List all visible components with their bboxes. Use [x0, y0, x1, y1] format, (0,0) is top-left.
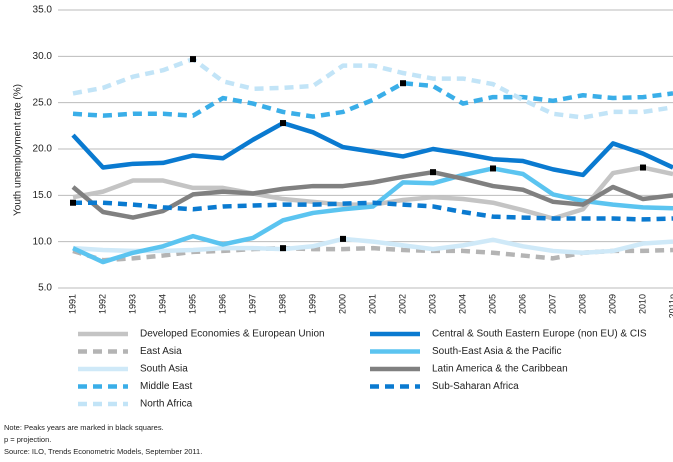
peak-marker — [430, 169, 436, 176]
legend-label: Developed Economies & European Union — [140, 329, 325, 340]
peak-marker — [70, 199, 76, 206]
series-line — [72, 166, 673, 265]
y-tick-label: 20.0 — [33, 144, 53, 155]
x-tick-label: 2003 — [427, 294, 437, 314]
legend-label: Latin America & the Caribbean — [432, 364, 568, 375]
x-tick-label: 1999 — [307, 294, 317, 314]
y-axis-label: Youth unemployment rate (%) — [13, 84, 24, 216]
legend-label: South-East Asia & the Pacific — [432, 346, 562, 357]
y-tick-label: 25.0 — [33, 97, 53, 108]
y-tick-label: 5.0 — [38, 283, 52, 294]
legend-label: South Asia — [140, 364, 188, 375]
x-tick-label: 2008 — [577, 294, 587, 314]
x-tick-label: 1994 — [157, 294, 167, 314]
x-tick-label: 2001 — [367, 294, 377, 314]
series-line — [71, 120, 673, 178]
x-tick-label: 2010 — [637, 294, 647, 314]
x-tick-label: 2000 — [337, 294, 347, 314]
series-line — [73, 200, 673, 222]
series-line — [72, 236, 673, 256]
x-tick-label: 2004 — [457, 294, 467, 314]
x-tick-label: 1997 — [247, 294, 257, 314]
legend-label: Central & South Eastern Europe (non EU) … — [432, 329, 647, 340]
x-tick-label: 2011p — [667, 294, 673, 318]
x-tick-label: 2005 — [487, 294, 497, 314]
x-tick-label: 1996 — [217, 294, 227, 314]
y-tick-label: 30.0 — [33, 51, 53, 62]
legend-label: North Africa — [140, 399, 193, 410]
x-tick-label: 1993 — [127, 294, 137, 314]
y-tick-label: 10.0 — [33, 236, 53, 247]
legend-label: Middle East — [140, 381, 192, 392]
peak-marker — [340, 235, 346, 242]
series-line — [72, 56, 673, 120]
note: p = projection. — [4, 435, 51, 444]
legend-label: Sub-Saharan Africa — [432, 381, 519, 392]
x-tick-label: 1992 — [97, 294, 107, 314]
note: Note: Peaks years are marked in black sq… — [4, 423, 164, 432]
x-tick-label: 1995 — [187, 294, 197, 314]
x-tick-label: 2007 — [547, 294, 557, 314]
series-line — [71, 169, 673, 220]
peak-marker — [490, 165, 496, 172]
x-tick-label: 2009 — [607, 294, 617, 314]
series-line — [72, 245, 673, 263]
x-tick-label: 2002 — [397, 294, 407, 314]
series-line — [72, 80, 673, 119]
legend-label: East Asia — [140, 346, 182, 357]
peak-marker — [190, 56, 196, 63]
x-tick-label: 2006 — [517, 294, 527, 314]
note: Source: ILO, Trends Econometric Models, … — [4, 447, 202, 456]
y-tick-label: 15.0 — [33, 190, 53, 201]
peak-marker — [640, 164, 646, 171]
peak-marker — [280, 120, 286, 127]
x-tick-label: 1991 — [67, 294, 77, 314]
peak-marker — [280, 245, 286, 252]
x-tick-label: 1998 — [277, 294, 287, 314]
peak-marker — [400, 80, 406, 87]
y-tick-label: 35.0 — [33, 5, 53, 16]
